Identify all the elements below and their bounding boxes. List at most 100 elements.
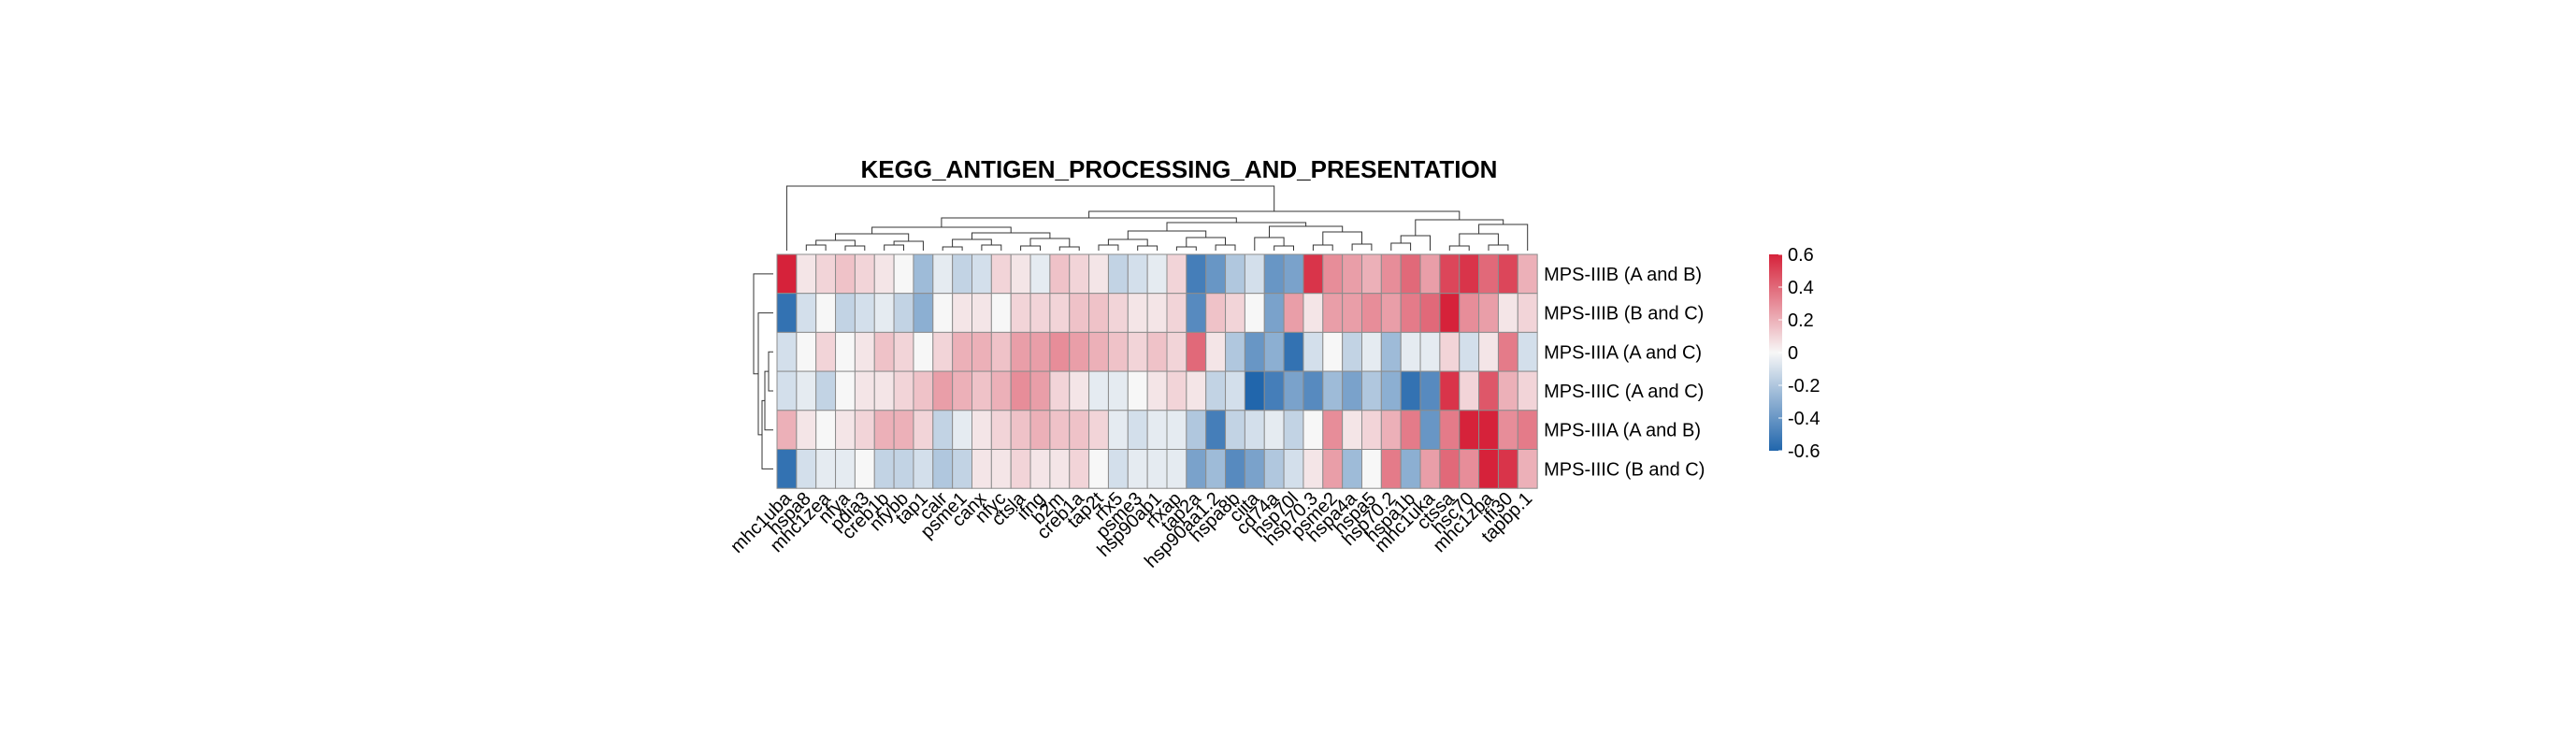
heatmap-cell	[1361, 331, 1382, 372]
heatmap-cell	[952, 449, 973, 489]
heatmap-cell	[1049, 293, 1071, 333]
heatmap-cell	[1069, 410, 1090, 450]
heatmap-cell	[1439, 293, 1461, 333]
heatmap-cell	[815, 410, 837, 450]
heatmap-cell	[1283, 331, 1304, 372]
dendrogram-branch	[942, 246, 963, 251]
dendrogram-branch	[1390, 242, 1412, 251]
heatmap-cell	[1361, 253, 1382, 295]
heatmap-cell	[990, 449, 1012, 489]
heatmap-cell	[1088, 331, 1109, 372]
heatmap-cell	[1439, 253, 1461, 295]
heatmap-cell	[913, 370, 934, 411]
heatmap-cell	[1244, 253, 1265, 295]
dendrogram-branch	[1274, 245, 1294, 251]
heatmap-cell	[1478, 410, 1499, 450]
heatmap-cell	[1342, 449, 1363, 489]
column-labels: mhc1ubahspa8mhc1zeanfyapdia3creb1bnfybbt…	[727, 488, 1536, 572]
heatmap-cell	[1400, 449, 1421, 489]
heatmap-cell	[1010, 449, 1031, 489]
heatmap-cell	[1380, 293, 1402, 333]
heatmap-cell	[1107, 253, 1129, 295]
heatmap-cell	[971, 410, 992, 450]
dendrogram-branch	[884, 244, 904, 251]
heatmap-cell	[1088, 293, 1109, 333]
heatmap-cell	[1322, 253, 1344, 295]
heatmap-cell	[1419, 410, 1441, 450]
heatmap-cell	[893, 331, 914, 372]
heatmap-cell	[1010, 253, 1031, 295]
heatmap-cell	[1166, 253, 1187, 295]
heatmap-cell	[893, 370, 914, 411]
heatmap-cell	[971, 253, 992, 295]
heatmap-cell	[796, 370, 817, 411]
dendrogram-branch	[1448, 245, 1470, 251]
heatmap-cell	[1322, 449, 1344, 489]
heatmap-cell	[796, 331, 817, 372]
heatmap-cell	[932, 293, 954, 333]
heatmap-cell	[913, 253, 934, 295]
heatmap-cell	[1049, 331, 1071, 372]
heatmap-cell	[1497, 331, 1518, 372]
heatmap-cell	[1225, 293, 1245, 333]
heatmap-cell	[1459, 293, 1480, 333]
heatmap-cell	[1186, 253, 1207, 295]
heatmap-cell	[873, 370, 895, 411]
heatmap-cell	[854, 410, 875, 450]
heatmap-cell	[854, 293, 875, 333]
heatmap-cell	[990, 370, 1012, 411]
dendrogram-branch	[761, 399, 773, 469]
dendrogram-branch	[768, 351, 773, 392]
heatmap-cell	[1244, 293, 1265, 333]
heatmap-cell	[1439, 449, 1461, 489]
heatmap-cell	[1166, 370, 1187, 411]
heatmap-cell	[835, 331, 856, 372]
heatmap-cell	[1146, 370, 1168, 411]
heatmap-cell	[1322, 331, 1344, 372]
heatmap-cell	[1517, 293, 1538, 333]
heatmap-cell	[1244, 331, 1265, 372]
heatmap-cell	[1263, 410, 1285, 450]
heatmap-cell	[1439, 410, 1461, 450]
dendrogram-branch	[844, 245, 866, 251]
heatmap-cell	[1205, 253, 1227, 295]
heatmap-cell	[893, 253, 914, 295]
heatmap-cell	[1517, 410, 1538, 450]
dendrogram-branch	[981, 244, 1002, 251]
heatmap-cell	[1497, 449, 1518, 489]
heatmap-cell	[1400, 331, 1421, 372]
heatmap-cell	[1400, 253, 1421, 295]
heatmap-cell	[1010, 370, 1031, 411]
heatmap-cell	[1186, 293, 1207, 333]
heatmap-cell	[1497, 410, 1518, 450]
heatmap-cell	[1127, 293, 1148, 333]
heatmap-cell	[1107, 410, 1129, 450]
heatmap-cell	[1069, 449, 1090, 489]
dendrogram-branch	[1312, 244, 1333, 251]
heatmap-cell	[873, 331, 895, 372]
heatmap-cell	[1497, 253, 1518, 295]
heatmap-cell	[1478, 370, 1499, 411]
dendrogram-branch	[1478, 224, 1529, 251]
heatmap-cell	[1342, 253, 1363, 295]
heatmap-cell	[1263, 253, 1285, 295]
heatmap-cell	[913, 293, 934, 333]
heatmap-cell	[1244, 370, 1265, 411]
heatmap-cell	[776, 331, 798, 372]
heatmap-cell	[971, 293, 992, 333]
colorbar-tick-label: -0.2	[1788, 376, 1820, 397]
row-label: MPS-IIIC (A and C)	[1544, 382, 1704, 402]
heatmap-cell	[1517, 449, 1538, 489]
color-legend: 0.6 0.4 0.2 0 -0.2 -0.4 -0.6	[1769, 245, 1820, 462]
heatmap-cell	[1166, 410, 1187, 450]
heatmap-cell	[1244, 410, 1265, 450]
heatmap-cell	[1283, 410, 1304, 450]
heatmap-cell	[1322, 410, 1344, 450]
heatmap-cell	[1478, 293, 1499, 333]
heatmap-cell	[1517, 253, 1538, 295]
heatmap-cell	[1146, 253, 1168, 295]
colorbar-tick-label: 0	[1788, 343, 1798, 364]
heatmap-cell	[1127, 331, 1148, 372]
heatmap-cell	[815, 253, 837, 295]
heatmap-cell	[1010, 331, 1031, 372]
